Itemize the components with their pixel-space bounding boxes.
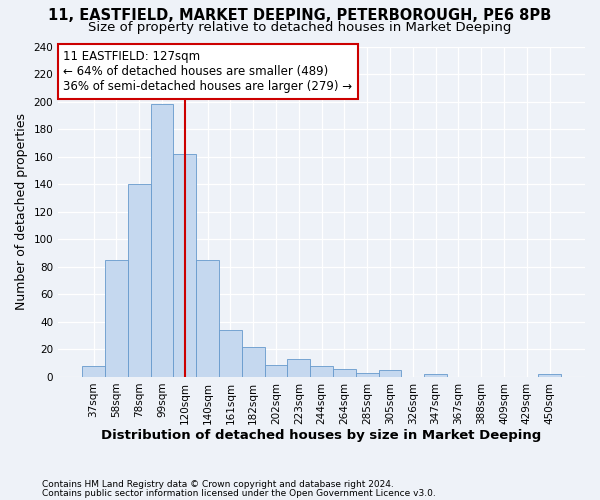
Bar <box>82 366 105 377</box>
Bar <box>219 330 242 377</box>
Bar <box>424 374 447 377</box>
Text: 11, EASTFIELD, MARKET DEEPING, PETERBOROUGH, PE6 8PB: 11, EASTFIELD, MARKET DEEPING, PETERBORO… <box>49 8 551 22</box>
Y-axis label: Number of detached properties: Number of detached properties <box>15 113 28 310</box>
Bar <box>379 370 401 377</box>
X-axis label: Distribution of detached houses by size in Market Deeping: Distribution of detached houses by size … <box>101 430 542 442</box>
Text: Contains public sector information licensed under the Open Government Licence v3: Contains public sector information licen… <box>42 488 436 498</box>
Bar <box>196 260 219 377</box>
Bar <box>242 346 265 377</box>
Bar <box>173 154 196 377</box>
Bar <box>287 359 310 377</box>
Bar <box>333 368 356 377</box>
Bar <box>151 104 173 377</box>
Bar <box>128 184 151 377</box>
Bar <box>265 364 287 377</box>
Text: Size of property relative to detached houses in Market Deeping: Size of property relative to detached ho… <box>88 21 512 34</box>
Bar <box>356 373 379 377</box>
Text: 11 EASTFIELD: 127sqm
← 64% of detached houses are smaller (489)
36% of semi-deta: 11 EASTFIELD: 127sqm ← 64% of detached h… <box>64 50 353 93</box>
Text: Contains HM Land Registry data © Crown copyright and database right 2024.: Contains HM Land Registry data © Crown c… <box>42 480 394 489</box>
Bar <box>538 374 561 377</box>
Bar <box>310 366 333 377</box>
Bar <box>105 260 128 377</box>
